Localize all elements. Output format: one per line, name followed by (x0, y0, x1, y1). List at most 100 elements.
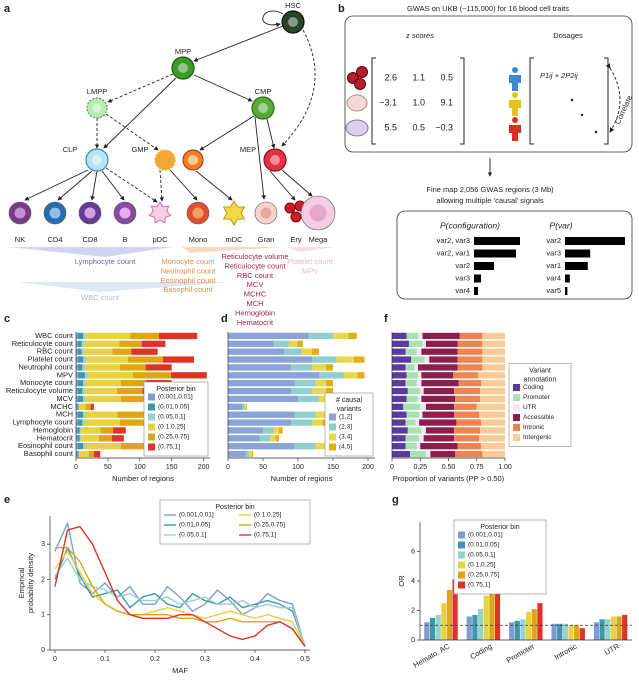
legend-swatch (329, 443, 336, 451)
bar-segment (79, 427, 82, 434)
bar-segment (421, 372, 454, 379)
density-line (54, 547, 306, 647)
z-score: 1.0 (412, 97, 425, 107)
bar-segment (246, 403, 247, 410)
z-score: −0.3 (435, 122, 453, 132)
y-tick-label: 4 (411, 578, 415, 585)
bar-segment (416, 348, 422, 355)
category-label: Eosinophil count (18, 441, 74, 450)
x-tick-label: 0.1 (100, 656, 110, 663)
y-axis-label: Empirical (17, 567, 26, 598)
cell-nucleus (92, 103, 102, 113)
bar-segment (406, 411, 420, 418)
bar-segment (162, 356, 195, 363)
bar-segment (85, 332, 131, 340)
bar-segment (76, 372, 79, 379)
bar-segment (145, 364, 172, 371)
legend-swatch (148, 393, 155, 401)
legend-label: (0.05,0.1] (158, 414, 186, 421)
bar-segment (76, 356, 78, 363)
bar-segment (392, 435, 406, 442)
legend-label: UTR (523, 404, 537, 411)
node-label: LMPP (87, 87, 107, 96)
bar-segment (228, 340, 274, 347)
bar-segment (77, 427, 80, 434)
bar (557, 623, 563, 640)
bar-segment (77, 364, 83, 371)
prob-bar (565, 237, 625, 245)
bar-segment (420, 443, 458, 450)
bar-segment (392, 340, 409, 347)
bar-segment (458, 380, 482, 387)
arrow (101, 170, 125, 201)
bar-segment (113, 427, 126, 434)
bar-segment (392, 419, 406, 426)
bar-segment (77, 395, 84, 403)
cell-label: pDC (152, 235, 168, 244)
prob-bar (474, 287, 478, 295)
bar-segment (83, 332, 86, 340)
x-tick-label: 100 (134, 464, 146, 471)
bar-segment (158, 332, 198, 340)
bar-segment (454, 435, 480, 442)
gwas-box (344, 15, 633, 153)
bar-segment (85, 411, 118, 418)
legend-label: (0.1,0.25] (158, 424, 186, 431)
bar-segment (430, 450, 456, 458)
cell-nucleus (288, 17, 298, 27)
blood-cell (354, 78, 366, 90)
bar-segment (455, 450, 483, 458)
bar-segment (294, 380, 316, 387)
density-line (55, 547, 306, 647)
prob-bar (565, 262, 588, 270)
bar-segment (116, 387, 143, 395)
bar-segment (78, 450, 80, 458)
bar-segment (90, 403, 94, 410)
bar-segment (76, 435, 78, 442)
arrow (169, 169, 198, 201)
cell-nucleus (192, 207, 204, 219)
bar-segment (244, 403, 247, 410)
bar-segment (392, 411, 407, 418)
bar-segment (392, 387, 408, 395)
legend-label: (4,5] (339, 444, 352, 451)
legend-label: (0.001,0.01] (468, 532, 503, 539)
bar (537, 603, 543, 640)
arrow (281, 29, 316, 147)
cell-node (154, 149, 176, 171)
bar-segment (392, 403, 404, 410)
arrow (269, 170, 296, 201)
bar-segment (403, 403, 421, 410)
cell-nucleus (260, 207, 272, 219)
arrow (281, 169, 313, 197)
matrix-header: Dosages (553, 31, 583, 40)
legend-swatch (329, 433, 336, 441)
var-label: var4 (546, 273, 561, 282)
var-label: var2 (455, 261, 470, 270)
bar-segment (405, 348, 417, 355)
bar-segment (77, 411, 84, 418)
person-head (512, 92, 518, 98)
x-tick-label: 0 (390, 464, 394, 471)
x-tick-label: Intronic (553, 642, 579, 662)
bar-segment (251, 450, 254, 458)
bar-segment (405, 380, 417, 387)
category-label: Reticulocyte volume (6, 386, 73, 395)
legend-swatch (458, 571, 465, 579)
bar-segment (453, 372, 478, 379)
arrow (103, 77, 177, 149)
bar-segment (81, 340, 85, 347)
bar-segment (76, 450, 78, 458)
category-label: Lymphocyte count (12, 418, 74, 427)
bar-segment (406, 332, 418, 340)
bar-segment (319, 372, 344, 379)
bar-segment (422, 411, 455, 418)
bar-segment (88, 372, 133, 379)
cell-label: Mono (189, 235, 208, 244)
bar-segment (315, 443, 330, 450)
bar-segment (457, 364, 483, 371)
bracket (371, 57, 465, 145)
legend-label: (0.001,0.01] (158, 394, 193, 401)
bar-segment (77, 356, 84, 363)
